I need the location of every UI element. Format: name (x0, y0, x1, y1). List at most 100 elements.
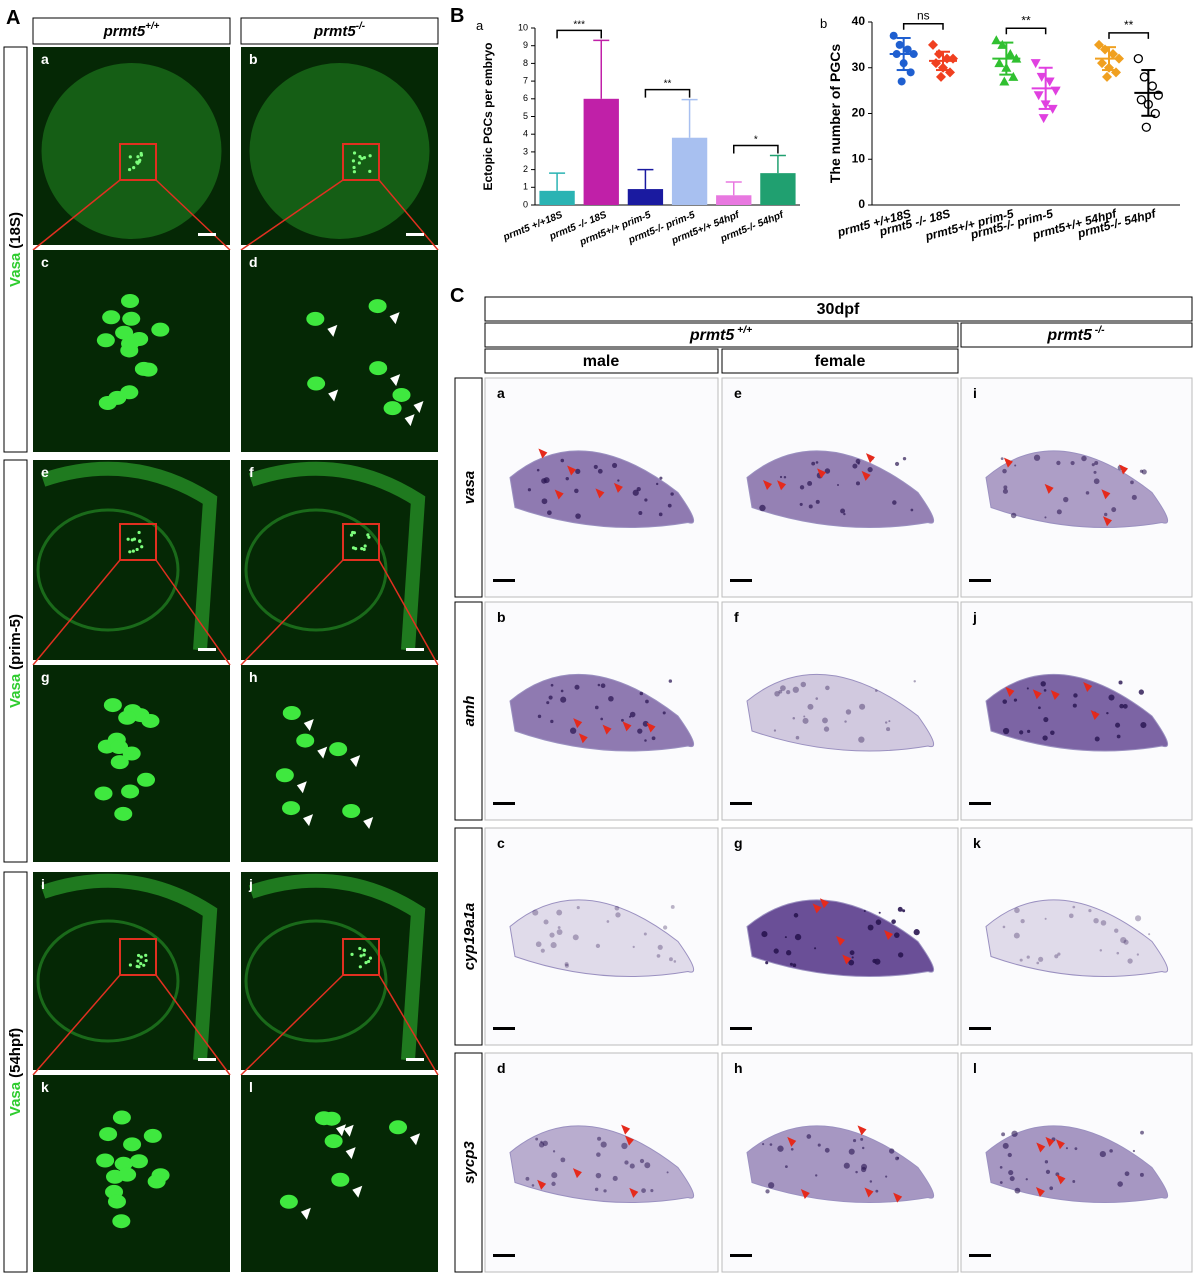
bar (760, 173, 796, 205)
stained-cell (560, 458, 565, 463)
arrowhead (865, 453, 875, 464)
stained-cell (1011, 1130, 1018, 1137)
pgc (362, 953, 366, 957)
arrowhead (578, 733, 588, 744)
pgc (96, 1153, 115, 1168)
stained-cell (1135, 915, 1142, 922)
zoom-line (32, 559, 121, 666)
stained-cell (575, 513, 581, 519)
stained-cell (875, 1189, 879, 1193)
stained-cell (548, 695, 553, 700)
pgc (358, 965, 362, 969)
stained-cell (1118, 680, 1123, 685)
stained-cell (869, 1180, 873, 1183)
embryo (40, 873, 218, 1061)
arrowhead (1003, 457, 1013, 468)
stained-cell (632, 945, 635, 949)
stained-cell (1148, 933, 1151, 936)
arrowhead (404, 414, 415, 427)
stained-cell (550, 942, 557, 949)
pgc (140, 545, 144, 549)
stained-cell (1131, 494, 1137, 500)
stained-cell (1038, 706, 1041, 710)
stained-cell (621, 718, 624, 722)
data-point (991, 35, 1002, 45)
stained-cell (1044, 1160, 1049, 1164)
arrowhead (1032, 689, 1042, 700)
pgc (329, 742, 348, 757)
pgc (366, 533, 370, 537)
stained-cell (844, 720, 847, 723)
pgc (115, 325, 134, 340)
arrowhead (1090, 710, 1100, 721)
scale-bar (969, 1027, 991, 1030)
pgc (368, 299, 387, 314)
pgc (110, 755, 129, 770)
stained-cell (861, 1163, 868, 1170)
pgc (139, 153, 144, 157)
panel-letter: c (497, 835, 505, 851)
stained-cell (824, 1147, 830, 1153)
stained-cell (532, 909, 539, 916)
stained-cell (806, 1134, 812, 1139)
significance-label: ** (1021, 13, 1031, 27)
stained-cell (852, 463, 858, 469)
pgc (144, 953, 148, 957)
stained-cell (897, 952, 904, 958)
stained-cell (644, 498, 648, 502)
arrowhead (842, 954, 852, 965)
stained-cell (1026, 687, 1029, 690)
stained-cell (815, 1174, 818, 1177)
stained-cell (525, 1176, 530, 1181)
genotype-sup: +/+ (734, 325, 752, 336)
stained-cell (999, 1166, 1003, 1169)
data-point (1094, 39, 1104, 50)
zoom-line (378, 559, 439, 666)
pgc (112, 1214, 131, 1229)
stained-cell (789, 962, 793, 966)
micrograph (241, 665, 438, 862)
stained-cell (861, 1146, 865, 1150)
stained-cell (636, 486, 641, 492)
stained-cell (875, 919, 882, 925)
y-tick-label: 10 (852, 151, 866, 165)
stained-cell (595, 1172, 602, 1179)
scale-bar (406, 233, 424, 236)
significance-bracket (733, 144, 779, 154)
stained-cell (824, 468, 831, 474)
stained-cell (815, 461, 819, 464)
scale-bar (730, 1027, 752, 1030)
stained-cell (891, 919, 896, 924)
panel-label: A (6, 7, 20, 29)
inset-box (119, 143, 157, 181)
pgc (102, 310, 121, 325)
stained-cell (543, 919, 549, 925)
stained-cell (1044, 516, 1047, 519)
arrowhead (410, 1133, 421, 1146)
pgc (121, 784, 140, 799)
stained-cell (786, 950, 792, 956)
significance-bracket (556, 29, 602, 39)
arrowhead (1045, 1136, 1055, 1147)
panel-letter: k (41, 1079, 49, 1095)
zoom-line (240, 974, 344, 1076)
arrowhead (1102, 516, 1112, 527)
pgc (364, 961, 368, 965)
arrowhead (621, 1124, 631, 1135)
stained-cell (1116, 734, 1121, 739)
stained-cell (667, 503, 672, 508)
significance-label: * (754, 134, 758, 145)
zoom-line (155, 179, 231, 251)
pgc (137, 965, 141, 969)
pgc (137, 772, 156, 787)
y-tick-label: 40 (852, 14, 866, 28)
stained-cell (1054, 954, 1059, 959)
pgc (103, 698, 122, 713)
pgc (121, 294, 140, 309)
pgc (368, 169, 372, 173)
stained-cell (624, 1160, 629, 1165)
stained-cell (1070, 460, 1075, 466)
stained-cell (560, 696, 567, 703)
stained-cell (556, 909, 563, 916)
pgc (120, 385, 139, 400)
